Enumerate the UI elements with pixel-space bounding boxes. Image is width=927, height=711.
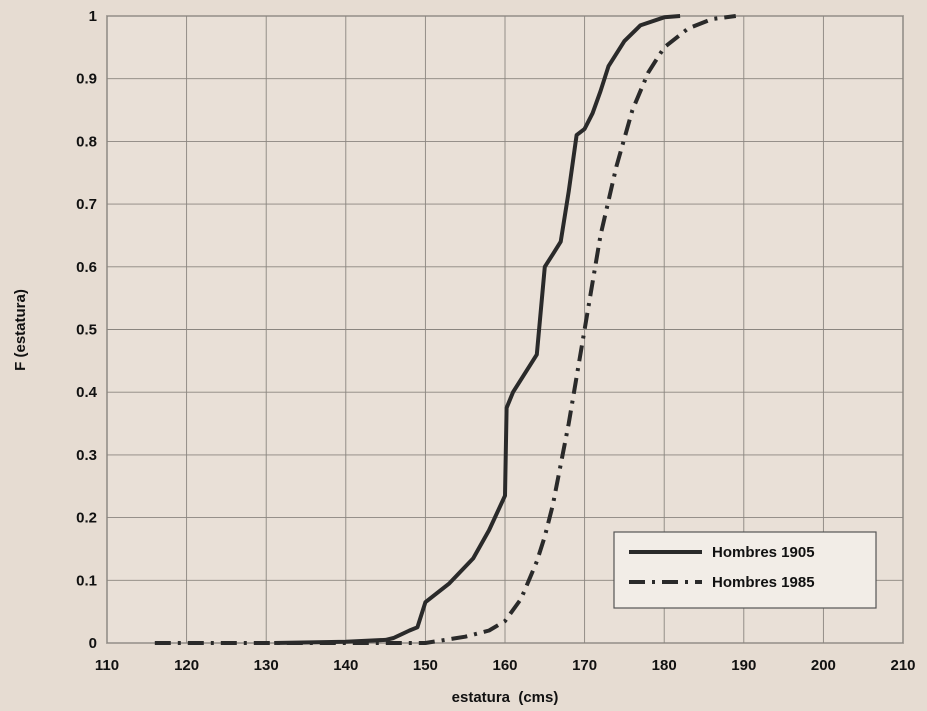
x-tick-label: 210 (890, 657, 915, 674)
y-tick-label: 0.8 (76, 133, 97, 150)
y-tick-label: 0.1 (76, 572, 97, 589)
x-tick-label: 170 (572, 657, 597, 674)
grid-lines (106, 15, 904, 644)
x-tick-label: 200 (811, 657, 836, 674)
x-tick-label: 130 (254, 657, 279, 674)
y-axis-label: F (estatura) (12, 289, 29, 371)
series-line-hombres-1985 (154, 14, 737, 645)
legend: Hombres 1905 Hombres 1985 (613, 531, 877, 609)
x-tick-label: 120 (174, 657, 199, 674)
series-lines (154, 14, 737, 645)
x-axis-label: estatura (cms) (452, 689, 559, 706)
y-tick-label: 0 (89, 635, 97, 652)
x-tick-label: 190 (731, 657, 756, 674)
x-tick-label: 150 (413, 657, 438, 674)
x-tick-label: 180 (652, 657, 677, 674)
y-tick-label: 0.4 (76, 384, 98, 401)
x-tick-label: 110 (95, 657, 119, 674)
series-line-hombres-1905 (274, 14, 681, 645)
y-tick-labels: 0 0.1 0.2 0.3 0.4 0.5 0.6 0.7 0.8 0.9 1 (76, 8, 98, 652)
x-tick-label: 160 (492, 657, 517, 674)
legend-box (613, 531, 877, 609)
y-tick-label: 0.5 (76, 322, 97, 339)
y-tick-label: 1 (89, 8, 97, 25)
y-tick-label: 0.7 (76, 196, 97, 213)
legend-label-hombres-1905: Hombres 1905 (712, 544, 815, 561)
y-tick-label: 0.9 (76, 71, 97, 88)
y-tick-label: 0.2 (76, 510, 97, 527)
x-tick-label: 140 (333, 657, 358, 674)
y-tick-label: 0.3 (76, 447, 97, 464)
x-tick-labels: 110 120 130 140 150 160 170 180 190 200 210 (95, 657, 916, 674)
legend-label-hombres-1985: Hombres 1985 (712, 574, 815, 591)
y-tick-label: 0.6 (76, 259, 97, 276)
